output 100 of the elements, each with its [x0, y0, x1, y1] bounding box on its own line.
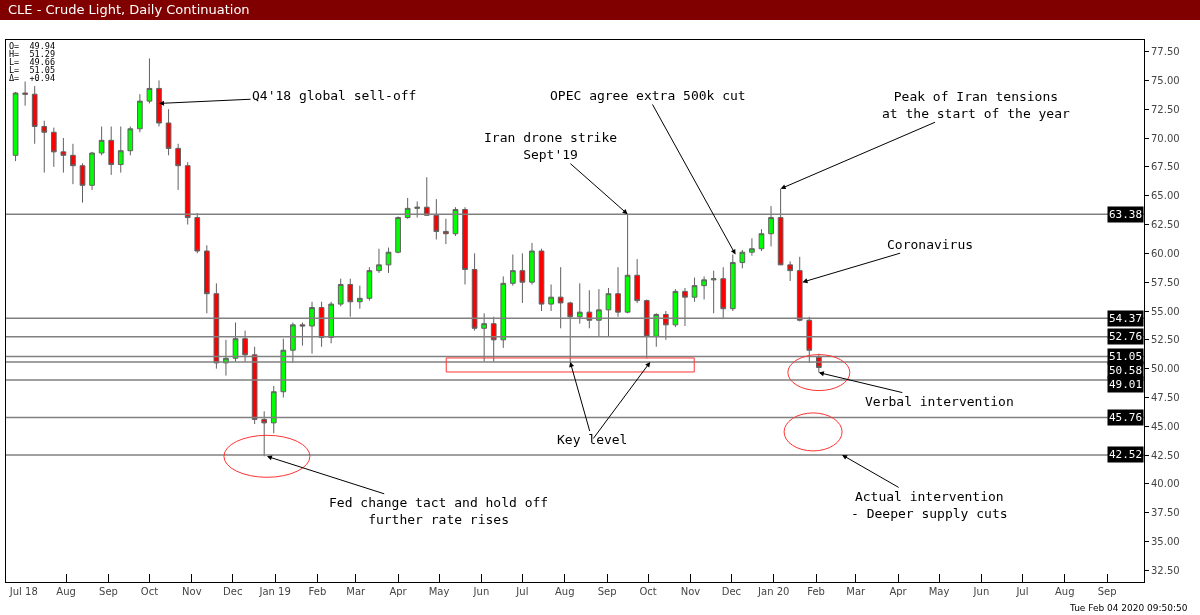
annotation: Iran drone strike Sept'19 [484, 130, 618, 162]
x-tick-label: Aug [56, 586, 76, 597]
annotation: L= 49.66 [9, 57, 56, 67]
x-tick-label: Jul [515, 586, 529, 597]
x-tick-label: Oct [140, 586, 159, 597]
candlestick [395, 215, 401, 254]
x-tick-label: Aug [1054, 586, 1075, 597]
candlestick [500, 275, 507, 349]
candlestick [653, 312, 660, 348]
y-tick-label: 72.50 [1151, 103, 1180, 115]
annotation: Fed change tact and hold off further rate rises [329, 495, 549, 527]
text: Tue Feb 04 2020 09:50:50 [1069, 603, 1188, 613]
ref-line-label: 63.38 [1109, 208, 1143, 221]
candlestick [89, 151, 95, 191]
y-tick-label: 57.50 [1151, 276, 1180, 288]
candlestick [98, 125, 105, 156]
y-tick-label: 45.00 [1151, 420, 1180, 432]
candlestick [739, 249, 746, 269]
annotation: Δ= +0.94 [9, 73, 56, 83]
candlestick [127, 125, 134, 156]
annotation: H= 51.29 [9, 49, 56, 59]
ref-line-label: 51.05 [1109, 350, 1143, 363]
ref-line-label: 45.76 [1109, 411, 1143, 424]
candlestick [768, 205, 774, 247]
candlestick [366, 266, 373, 302]
candlestick [232, 322, 239, 363]
x-tick-label: Nov [680, 586, 701, 597]
candlestick [663, 310, 669, 341]
x-tick-label: Sep [1097, 586, 1117, 597]
candlestick [137, 93, 143, 133]
candlestick [548, 283, 554, 312]
y-tick-label: 32.50 [1151, 564, 1180, 576]
annotation: Verbal intervention [865, 394, 1014, 409]
x-tick-label: Apr [389, 586, 408, 597]
candlestick [270, 385, 277, 434]
y-tick-label: 37.50 [1151, 507, 1180, 519]
y-tick-label: 55.00 [1151, 305, 1180, 317]
candlestick [529, 242, 535, 285]
annotation: O= 49.94 [9, 41, 56, 51]
candlestick [624, 213, 631, 314]
x-tick-label: Sep [99, 586, 118, 597]
candlestick [70, 143, 76, 185]
candlestick [787, 260, 794, 282]
candlestick [605, 287, 612, 337]
candlestick [701, 275, 707, 300]
candlestick [376, 248, 382, 274]
candlestick [299, 322, 306, 347]
candlestick [31, 85, 38, 145]
y-tick-label: 77.50 [1151, 46, 1180, 58]
y-tick-label: 62.50 [1151, 219, 1180, 231]
x-tick-label: Aug [554, 586, 575, 597]
candlestick [22, 81, 28, 107]
annotation: Coronavirus [887, 237, 974, 252]
ref-line-label: 49.01 [1109, 378, 1143, 391]
candlestick [643, 298, 650, 359]
y-tick-label: 67.50 [1151, 161, 1180, 173]
candlestick [615, 266, 621, 318]
candlestick [682, 287, 688, 327]
candlestick [184, 161, 191, 226]
candlestick [462, 206, 468, 285]
y-tick-label: 70.00 [1151, 132, 1180, 144]
candlestick [356, 285, 363, 310]
y-tick-label: 75.00 [1151, 74, 1180, 86]
y-tick-label: 52.50 [1151, 334, 1180, 346]
candlestick [586, 289, 593, 329]
annotation: Key level [557, 432, 628, 447]
x-tick-label: Feb [807, 586, 825, 597]
ref-line-label: 42.52 [1109, 448, 1143, 461]
candlestick [194, 212, 201, 254]
candlestick [146, 57, 153, 104]
candlestick [758, 228, 765, 252]
candlestick [691, 277, 698, 303]
candlestick [557, 266, 564, 329]
candlestick [117, 125, 124, 174]
candlestick [12, 91, 19, 162]
candlestick [41, 120, 48, 174]
x-tick-label: Jun [972, 586, 990, 597]
candlestick [328, 301, 334, 344]
candlestick [337, 278, 344, 307]
candlestick [79, 162, 86, 204]
x-tick-label: Nov [182, 586, 202, 597]
y-tick-label: 50.00 [1151, 363, 1180, 375]
candlestick [481, 312, 487, 363]
y-tick-label: 40.00 [1151, 478, 1180, 490]
candlestick [634, 258, 640, 304]
candlestick [510, 253, 516, 287]
x-tick-label: Jan 19 [258, 586, 291, 597]
x-tick-label: Sep [597, 586, 617, 597]
candlestick [318, 301, 325, 348]
candlestick [385, 247, 392, 274]
candlestick [672, 288, 679, 328]
candlestick [710, 270, 717, 314]
annotation: Peak of Iran tensions at the start of the year [882, 89, 1071, 121]
annotation: L= 51.05 [9, 65, 56, 75]
x-tick-label: Dec [223, 586, 243, 597]
candlestick [720, 266, 727, 320]
candlestick [290, 322, 296, 364]
candlestick [490, 316, 497, 363]
candlestick [108, 125, 115, 176]
candlestick [60, 137, 67, 174]
